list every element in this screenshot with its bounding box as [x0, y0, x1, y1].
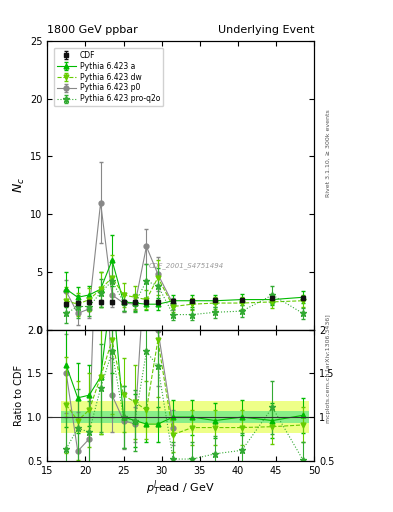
X-axis label: $p_T^l$ead / GeV: $p_T^l$ead / GeV — [147, 478, 215, 498]
Text: mcplots.cern.ch [arXiv:1306.3436]: mcplots.cern.ch [arXiv:1306.3436] — [326, 314, 331, 423]
Legend: CDF, Pythia 6.423 a, Pythia 6.423 dw, Pythia 6.423 p0, Pythia 6.423 pro-q2o: CDF, Pythia 6.423 a, Pythia 6.423 dw, Py… — [54, 48, 163, 106]
Text: Rivet 3.1.10, ≥ 300k events: Rivet 3.1.10, ≥ 300k events — [326, 110, 331, 198]
Text: Underlying Event: Underlying Event — [218, 25, 314, 35]
Text: CDF_2001_S4751494: CDF_2001_S4751494 — [149, 263, 224, 269]
Text: 1800 GeV ppbar: 1800 GeV ppbar — [47, 25, 138, 35]
Y-axis label: $N_c$: $N_c$ — [12, 177, 27, 194]
Y-axis label: Ratio to CDF: Ratio to CDF — [14, 365, 24, 426]
